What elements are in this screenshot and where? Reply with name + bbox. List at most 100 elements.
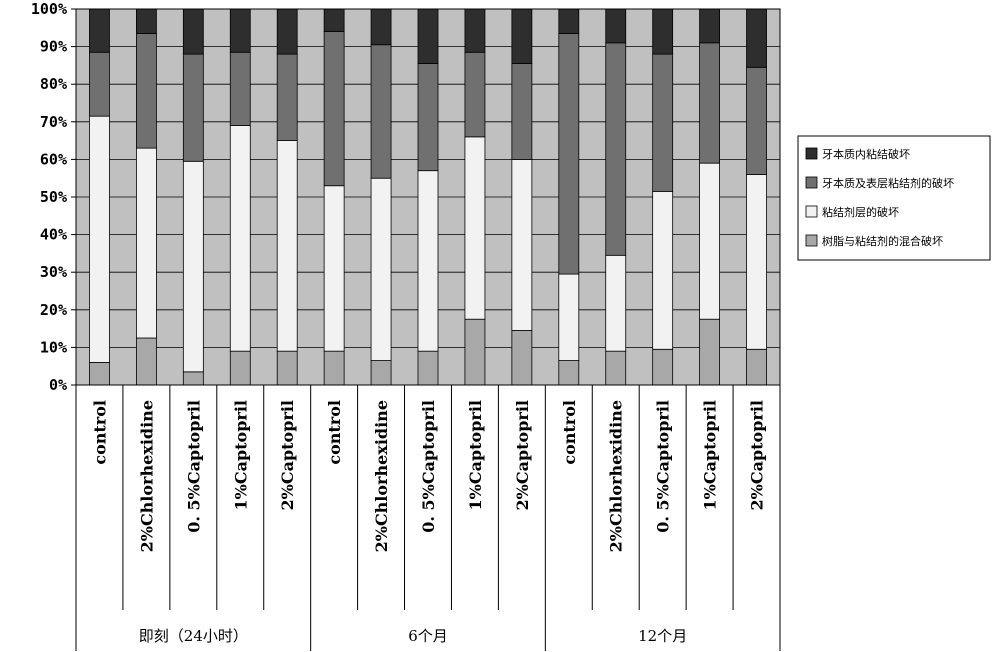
y-tick-label: 50% [40,188,67,206]
y-tick-label: 10% [40,338,67,356]
bar-segment [371,361,391,385]
bar-segment [653,54,673,191]
bar-segment [653,349,673,385]
y-tick-label: 100% [31,0,67,18]
category-label: control [560,400,579,465]
y-tick-label: 90% [40,38,67,56]
category-label: control [325,400,344,465]
bar-segment [89,362,109,385]
y-tick-label: 80% [40,75,67,93]
bar-segment [183,161,203,372]
legend-swatch [806,235,817,246]
bar-segment [559,361,579,385]
y-tick-label: 70% [40,113,67,131]
bar-segment [136,148,156,338]
bar-segment [183,54,203,161]
bar-segment [606,43,626,255]
bar-segment [230,126,250,352]
bar-segment [418,9,438,64]
category-label: 2%Captopril [513,400,532,510]
legend-entry: 粘结剂层的破坏 [822,205,899,219]
group-label: 6个月 [408,627,448,645]
bar-segment [465,9,485,52]
legend-swatch [806,148,817,159]
category-label: 0. 5%Captopril [419,400,438,533]
bar-segment [700,43,720,163]
legend: 牙本质内粘结破坏牙本质及表层粘结剂的破坏粘结剂层的破坏树脂与粘结剂的混合破坏 [798,136,990,260]
bar-segment [277,9,297,54]
category-table: 即刻（24小时）6个月12个月control2%Chlorhexidine0. … [76,385,780,651]
bar-segment [559,33,579,274]
bar-segment [512,9,532,64]
bar-segment [89,9,109,52]
bar-segment [371,178,391,360]
category-label: 2%Chlorhexidine [372,400,391,552]
category-label: 0. 5%Captopril [184,400,203,533]
bar-segment [89,52,109,116]
bar-segment [747,67,767,174]
y-tick-label: 40% [40,226,67,244]
category-label: 2%Captopril [748,400,767,510]
bar-segment [747,174,767,349]
bar-segment [183,372,203,385]
group-label: 即刻（24小时） [139,627,248,645]
bar-segment [465,52,485,137]
y-tick-label: 20% [40,301,67,319]
bar-segment [136,9,156,33]
bar-segment [465,137,485,319]
bar-segment [653,9,673,54]
legend-swatch [806,177,817,188]
y-axis: 0%10%20%30%40%50%60%70%80%90%100% [31,0,76,394]
bar-segment [230,52,250,125]
bar-segment [277,351,297,385]
bar-segment [324,9,344,32]
bar-segment [747,349,767,385]
bar-segment [371,45,391,178]
legend-entry: 树脂与粘结剂的混合破坏 [822,234,943,248]
bar-segment [230,351,250,385]
bar-segment [324,186,344,351]
bar-segment [418,64,438,171]
bar-segment [606,351,626,385]
bar-segment [136,338,156,385]
bar-segment [606,9,626,43]
bar-segment [559,274,579,360]
bar-segment [700,163,720,319]
plot-area [76,9,780,385]
bar-segment [277,54,297,140]
bar-segment [230,9,250,52]
bar-segment [512,159,532,330]
bar-segment [465,319,485,385]
bar-segment [512,64,532,160]
category-label: 1%Captopril [701,400,720,510]
bar-segment [371,9,391,45]
legend-swatch [806,206,817,217]
bar-segment [89,116,109,362]
category-label: 0. 5%Captopril [654,400,673,533]
bar-segment [512,330,532,385]
bar-segment [183,9,203,54]
category-label: 2%Captopril [278,400,297,510]
bar-segment [606,255,626,351]
category-label: 2%Chlorhexidine [137,400,156,552]
category-label: 2%Chlorhexidine [607,400,626,552]
bar-segment [653,191,673,349]
bar-segment [136,33,156,148]
bar-segment [324,32,344,186]
bar-segment [700,319,720,385]
y-tick-label: 0% [49,376,67,394]
bar-segment [418,171,438,351]
bar-segment [277,141,297,352]
category-label: 1%Captopril [231,400,250,510]
category-label: 1%Captopril [466,400,485,510]
bar-segment [324,351,344,385]
legend-entry: 牙本质内粘结破坏 [822,147,910,161]
bar-segment [559,9,579,33]
bar-segment [700,9,720,43]
bar-segment [418,351,438,385]
legend-entry: 牙本质及表层粘结剂的破坏 [822,176,954,190]
category-label: control [90,400,109,465]
bar-segment [747,9,767,67]
y-tick-label: 30% [40,263,67,281]
